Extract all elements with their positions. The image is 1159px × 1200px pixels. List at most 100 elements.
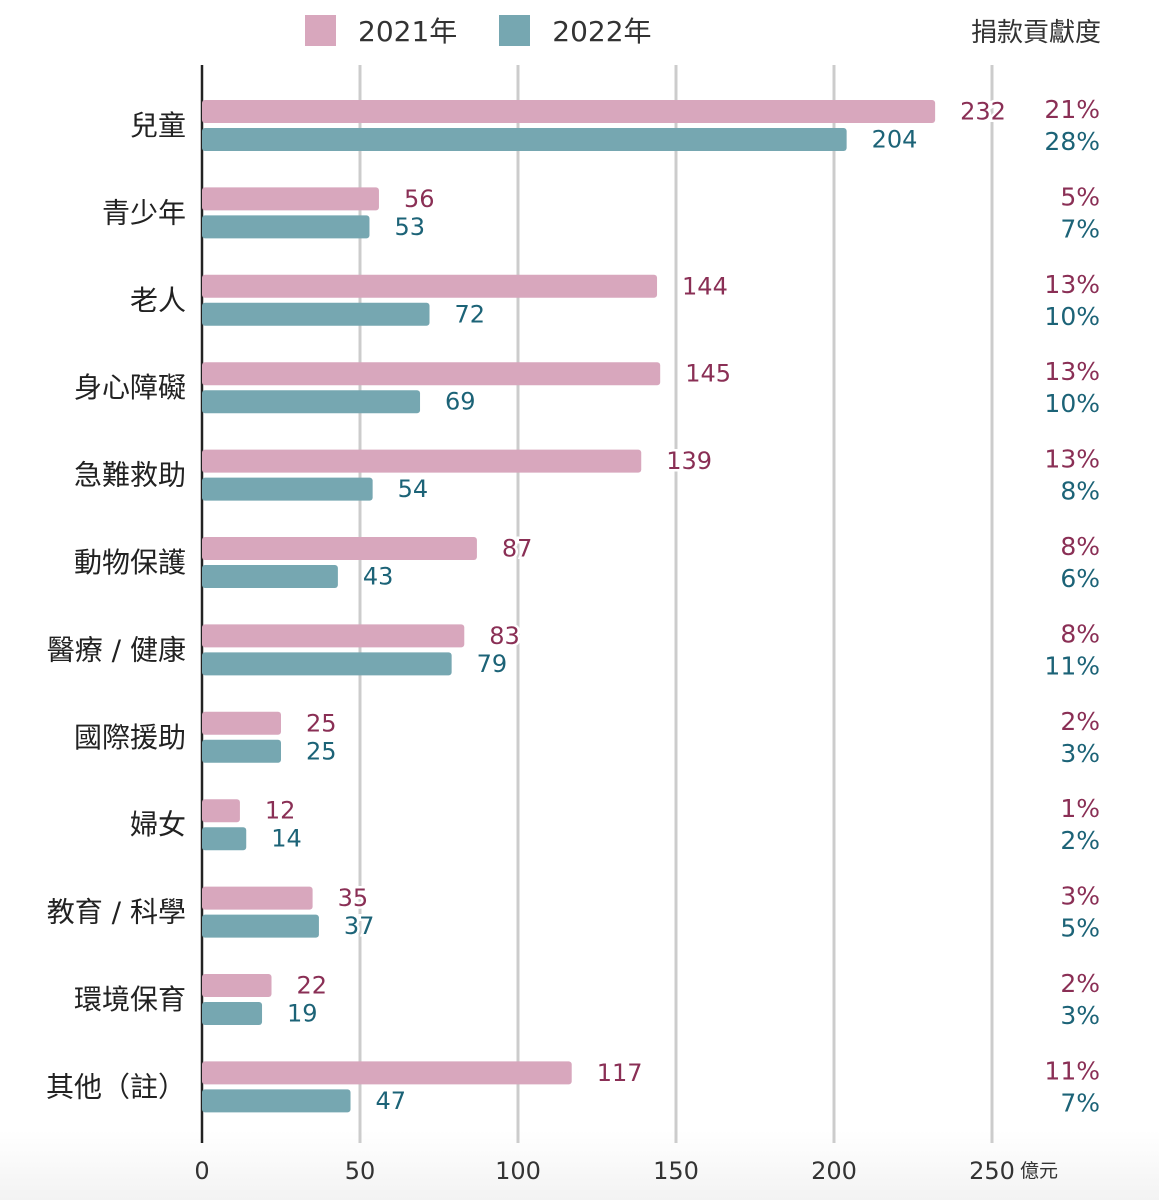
category-label: 醫療 / 健康 (47, 633, 186, 666)
bar-2022 (202, 565, 338, 588)
data-label-2022: 47 (376, 1087, 407, 1115)
category-label: 教育 / 科學 (47, 896, 186, 929)
data-label-2022: 204 (872, 126, 918, 154)
contribution-2021: 2% (1060, 969, 1100, 998)
bar-2021 (202, 711, 281, 735)
bar-2021 (202, 537, 477, 560)
bar-2022 (202, 914, 319, 938)
contribution-header: 捐款貢獻度 (970, 18, 1101, 48)
data-label-2022: 72 (455, 300, 486, 328)
contribution-2021: 11% (1044, 1056, 1100, 1085)
legend-item-2021: 2021年 (305, 10, 457, 50)
contribution-2022: 3% (1060, 1001, 1100, 1030)
category-label: 國際援助 (74, 721, 186, 754)
contribution-2021: 21% (1044, 95, 1100, 124)
category-label: 急難救助 (74, 459, 186, 492)
data-label-2021: 22 (297, 972, 328, 1000)
x-unit-label: 億元 (1020, 1160, 1058, 1182)
contribution-2022: 7% (1060, 1088, 1100, 1117)
data-label-2022: 43 (363, 563, 394, 591)
bar-2021 (202, 362, 661, 386)
bar-2021 (202, 1061, 572, 1085)
bar-2021 (202, 187, 379, 211)
contribution-2021: 1% (1060, 794, 1100, 823)
contribution-2021: 3% (1060, 882, 1100, 911)
category-label: 兒童 (130, 109, 186, 142)
contribution-2021: 5% (1060, 182, 1100, 211)
bar-2021 (202, 449, 642, 473)
legend-label-2022: 2022年 (552, 15, 652, 48)
x-tick-label: 150 (653, 1157, 699, 1185)
data-label-2022: 54 (398, 475, 429, 503)
bar-2022 (202, 128, 847, 151)
category-label: 其他（註） (46, 1070, 186, 1103)
category-label: 環境保育 (74, 983, 186, 1016)
x-tick-label: 100 (495, 1157, 541, 1185)
contribution-2022: 3% (1060, 739, 1100, 768)
data-label-2022: 69 (445, 388, 476, 416)
category-label: 婦女 (130, 808, 186, 841)
bar-2021 (202, 799, 240, 823)
data-label-2021: 12 (265, 797, 296, 825)
bar-2021 (202, 274, 658, 298)
category-label: 老人 (130, 284, 186, 317)
data-label-2022: 53 (394, 213, 425, 241)
data-label-2021: 56 (404, 185, 435, 213)
data-label-2021: 144 (682, 272, 728, 300)
legend-item-2022: 2022年 (499, 10, 652, 50)
data-label-2021: 139 (666, 447, 712, 475)
contribution-2022: 7% (1060, 214, 1100, 243)
data-label-2022: 37 (344, 912, 375, 940)
contribution-2021: 13% (1044, 445, 1100, 474)
bar-2022 (202, 390, 421, 414)
bar-2022 (202, 215, 370, 239)
data-label-2021: 117 (597, 1059, 643, 1087)
contribution-2021: 2% (1060, 707, 1100, 736)
contribution-2021: 8% (1060, 532, 1100, 561)
data-label-2022: 19 (287, 1000, 318, 1028)
data-label-2021: 87 (502, 535, 533, 563)
legend-swatch-2022 (499, 14, 531, 46)
contribution-2022: 2% (1060, 826, 1100, 855)
footer-shade (0, 1130, 1159, 1200)
bar-2022 (202, 302, 430, 326)
contribution-2021: 13% (1044, 270, 1100, 299)
data-label-2021: 35 (338, 884, 369, 912)
bar-2022 (202, 1089, 351, 1113)
bar-2021 (202, 974, 272, 997)
category-label: 青少年 (102, 196, 186, 229)
legend-label-2021: 2021年 (358, 15, 458, 48)
contribution-2022: 10% (1044, 302, 1100, 331)
bar-2022 (202, 739, 281, 763)
data-label-2022: 25 (306, 737, 337, 765)
contribution-2022: 5% (1060, 914, 1100, 943)
contribution-2022: 10% (1044, 389, 1100, 418)
x-tick-label: 200 (811, 1157, 857, 1185)
category-label: 身心障礙 (74, 371, 186, 404)
legend: 2021年 2022年 (305, 10, 694, 50)
data-label-2022: 14 (271, 825, 302, 853)
data-label-2022: 79 (477, 650, 508, 678)
contribution-2022: 8% (1060, 477, 1100, 506)
bar-2022 (202, 477, 373, 501)
legend-swatch-2021 (305, 14, 336, 46)
data-label-2021: 145 (685, 360, 731, 388)
contribution-2021: 13% (1044, 357, 1100, 386)
bar-2021 (202, 886, 313, 910)
bar-2022 (202, 652, 452, 676)
contribution-2022: 11% (1044, 651, 1100, 680)
bar-2022 (202, 827, 247, 851)
bar-2021 (202, 100, 936, 123)
data-label-2021: 83 (489, 622, 520, 650)
x-tick-label: 0 (194, 1157, 209, 1185)
contribution-2022: 28% (1044, 127, 1100, 156)
x-tick-label: 250 (969, 1157, 1015, 1185)
x-tick-label: 50 (345, 1157, 376, 1185)
bar-2022 (202, 1002, 263, 1025)
bar-2021 (202, 624, 465, 648)
contribution-2022: 6% (1060, 564, 1100, 593)
category-label: 動物保護 (74, 546, 186, 579)
contribution-2021: 8% (1060, 619, 1100, 648)
